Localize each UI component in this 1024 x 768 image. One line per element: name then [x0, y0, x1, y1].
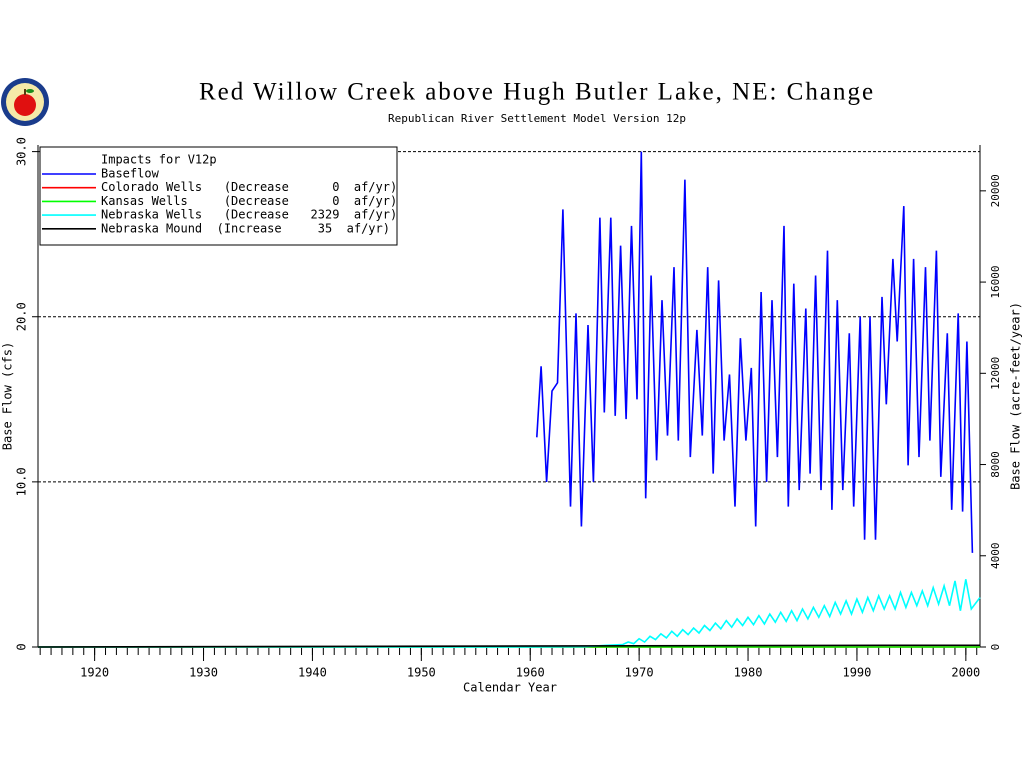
y2-tick-label: 4000: [989, 543, 1002, 570]
legend-label: Nebraska Wells (Decrease 2329 af/yr): [101, 208, 397, 222]
chart-subtitle: Republican River Settlement Model Versio…: [388, 112, 686, 125]
y2-tick-label: 16000: [989, 266, 1002, 299]
legend-title: Impacts for V12p: [101, 153, 217, 167]
x-axis-label: Calendar Year: [463, 681, 557, 695]
x-tick-label: 1980: [734, 666, 763, 680]
y2-tick-label: 20000: [989, 174, 1002, 207]
x-tick-label: 1990: [842, 666, 871, 680]
y-tick-label: 10.0: [15, 467, 29, 496]
legend-label: Colorado Wells (Decrease 0 af/yr): [101, 180, 397, 194]
y-axis-label: Base Flow (cfs): [1, 342, 15, 450]
chart-title: Red Willow Creek above Hugh Butler Lake,…: [199, 79, 875, 106]
x-tick-label: 1970: [625, 666, 654, 680]
y2-axis-label: Base Flow (acre-feet/year): [1009, 302, 1023, 490]
x-tick-label: 1950: [407, 666, 436, 680]
y-tick-label: 20.0: [15, 302, 29, 331]
y2-tick-label: 12000: [989, 357, 1002, 390]
legend-label: Nebraska Mound (Increase 35 af/yr): [101, 221, 390, 235]
x-tick-label: 1930: [189, 666, 218, 680]
series-line: [536, 151, 974, 553]
legend-label: Kansas Wells (Decrease 0 af/yr): [101, 194, 397, 208]
series-line: [37, 644, 980, 648]
x-tick-label: 2000: [951, 666, 980, 680]
series-line: [38, 579, 981, 648]
x-tick-label: 1920: [80, 666, 109, 680]
x-tick-label: 1940: [298, 666, 327, 680]
y2-tick-label: 0: [989, 644, 1002, 651]
legend-label: Baseflow: [101, 167, 160, 181]
y2-tick-label: 8000: [989, 451, 1002, 478]
y-tick-label: 30.0: [15, 137, 29, 166]
logo: [1, 78, 49, 126]
legend-box: [39, 146, 398, 246]
y-tick-label: 0: [15, 643, 29, 650]
x-tick-label: 1960: [516, 666, 545, 680]
